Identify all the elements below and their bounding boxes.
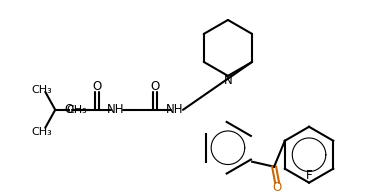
Text: NH: NH xyxy=(166,103,184,116)
Text: O: O xyxy=(272,181,282,194)
Text: CH₃: CH₃ xyxy=(31,127,52,137)
Text: O: O xyxy=(151,80,160,93)
Text: NH: NH xyxy=(106,103,124,116)
Text: CH₃: CH₃ xyxy=(67,105,88,115)
Text: N: N xyxy=(223,74,232,87)
Text: O: O xyxy=(93,80,102,93)
Text: CH₃: CH₃ xyxy=(31,85,52,95)
Text: F: F xyxy=(306,169,312,182)
Text: O: O xyxy=(64,103,74,116)
